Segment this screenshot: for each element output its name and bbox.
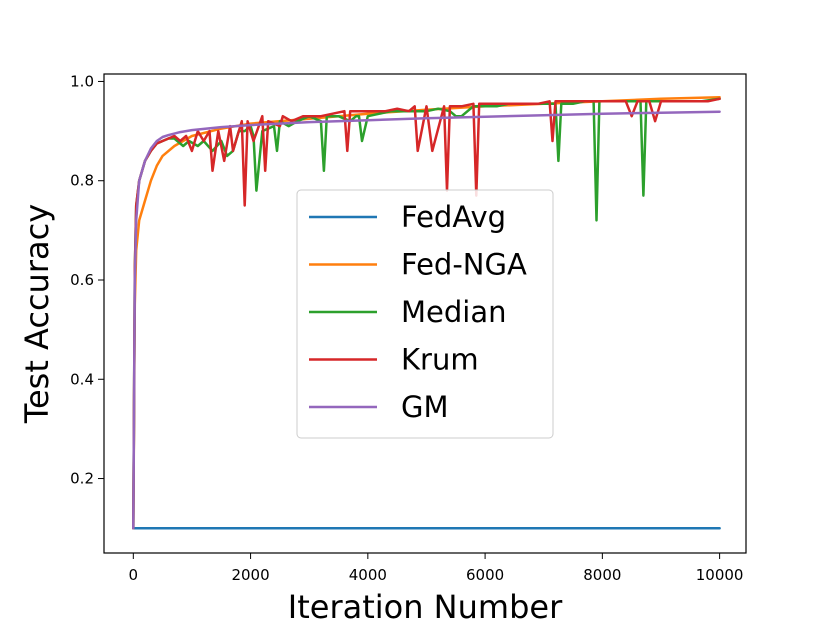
x-tick-label: 0 — [129, 566, 139, 584]
y-tick-label: 0.8 — [70, 172, 94, 190]
y-axis: 0.2 0.4 0.6 0.8 1.0 — [70, 72, 104, 488]
legend: FedAvg Fed-NGA Median Krum GM — [296, 189, 554, 439]
x-axis: 0 2000 4000 6000 8000 10000 — [129, 553, 744, 584]
legend-label: Median — [401, 295, 506, 329]
series-line-gm — [132, 110, 721, 530]
y-tick-label: 0.2 — [70, 470, 94, 488]
x-tick-label: 6000 — [466, 566, 504, 584]
legend-label: Fed-NGA — [401, 248, 527, 282]
plot-frame — [103, 73, 747, 554]
x-tick-label: 2000 — [231, 566, 269, 584]
plot-area — [132, 96, 721, 530]
legend-label: GM — [401, 390, 449, 424]
y-tick-label: 1.0 — [70, 72, 94, 90]
x-tick-label: 4000 — [349, 566, 387, 584]
y-tick-label: 0.6 — [70, 271, 94, 289]
series-line-krum — [132, 97, 721, 530]
y-tick-label: 0.4 — [70, 370, 94, 388]
x-axis-label: Iteration Number — [288, 588, 563, 623]
legend-label: Krum — [401, 343, 479, 377]
x-tick-label: 8000 — [583, 566, 621, 584]
x-tick-label: 10000 — [696, 566, 744, 584]
y-axis-label: Test Accuracy — [18, 204, 56, 424]
legend-label: FedAvg — [401, 200, 506, 234]
legend-box — [296, 189, 554, 439]
